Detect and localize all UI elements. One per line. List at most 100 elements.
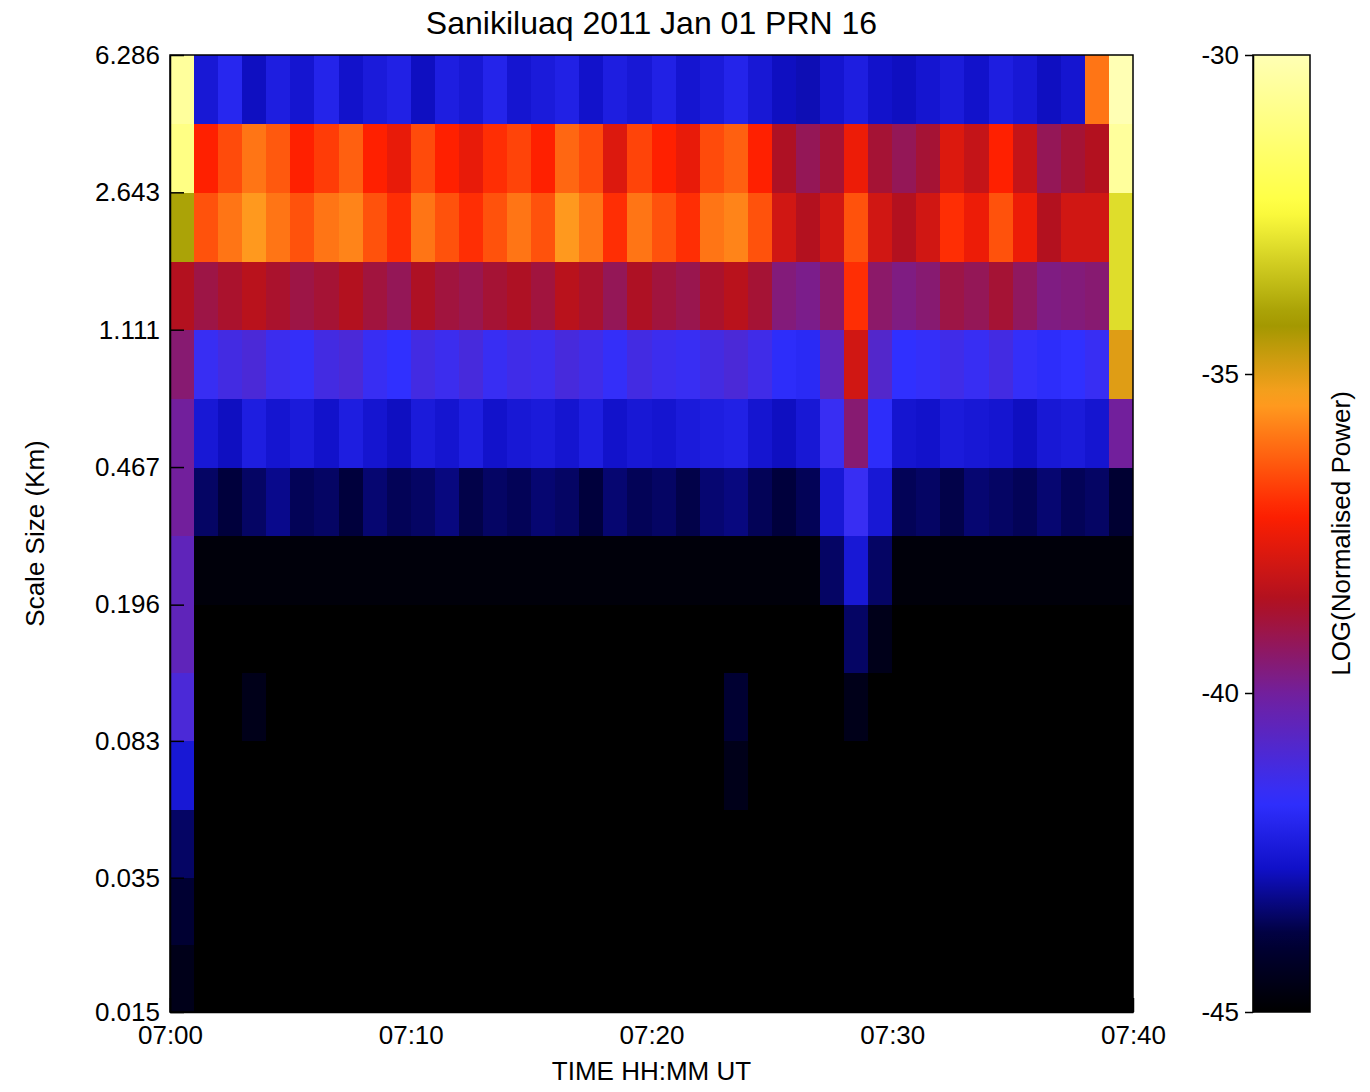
cell: [603, 672, 628, 741]
tick: 07:20: [619, 998, 684, 1050]
cell: [483, 124, 508, 193]
cell: [242, 467, 267, 536]
cell: [435, 261, 460, 330]
cell: [363, 124, 388, 193]
cell: [1085, 467, 1110, 536]
cell: [194, 398, 219, 467]
cell: [555, 398, 580, 467]
cell: [916, 672, 941, 741]
tick-mark: [170, 467, 184, 469]
cell: [290, 944, 315, 1012]
cell: [170, 536, 195, 606]
cell: [531, 809, 556, 878]
cell: [363, 536, 388, 606]
cell: [700, 536, 725, 606]
cell: [339, 467, 364, 536]
cell: [796, 741, 821, 810]
cell: [555, 741, 580, 810]
cell: [387, 878, 412, 945]
cell: [892, 192, 917, 261]
cell: [820, 330, 845, 399]
cell: [796, 261, 821, 330]
cell: [363, 741, 388, 810]
cell: [555, 878, 580, 945]
cell: [1061, 261, 1086, 330]
cell: [724, 878, 749, 945]
tick: -35: [1201, 359, 1253, 389]
cell: [507, 944, 532, 1012]
cell: [892, 330, 917, 399]
cell: [700, 741, 725, 810]
cell: [411, 192, 436, 261]
cell: [844, 536, 869, 606]
cell: [194, 467, 219, 536]
cell: [916, 261, 941, 330]
cell: [1061, 944, 1086, 1012]
cell: [459, 878, 484, 945]
cell: [796, 878, 821, 945]
cell: [868, 398, 893, 467]
cell: [507, 878, 532, 945]
cell: [290, 192, 315, 261]
cell: [772, 467, 797, 536]
cell: [892, 124, 917, 193]
cell: [314, 672, 339, 741]
cell: [820, 536, 845, 606]
cell: [652, 467, 677, 536]
tick-label: 0.196: [95, 589, 160, 619]
cell: [363, 809, 388, 878]
cell: [700, 809, 725, 878]
cell: [1037, 536, 1062, 606]
cell: [266, 55, 291, 124]
cell: [964, 124, 989, 193]
tick-mark: [170, 741, 184, 743]
cell: [579, 330, 604, 399]
cell: [916, 878, 941, 945]
cell: [748, 398, 773, 467]
cell: [964, 944, 989, 1012]
cell: [989, 330, 1014, 399]
cell: [1013, 261, 1038, 330]
cell: [748, 672, 773, 741]
colorbar-axis: -45-40-35-30: [1201, 40, 1253, 1027]
cell: [700, 55, 725, 124]
tick-label: -40: [1201, 678, 1239, 708]
cell: [868, 741, 893, 810]
cell: [1037, 330, 1062, 399]
cell: [724, 330, 749, 399]
cell: [170, 944, 195, 1012]
cell: [1085, 944, 1110, 1012]
cell: [1085, 605, 1110, 673]
cell: [387, 55, 412, 124]
cell: [868, 261, 893, 330]
cell: [531, 192, 556, 261]
tick-label: 0.467: [95, 452, 160, 482]
cell: [218, 467, 243, 536]
cell: [194, 878, 219, 945]
cell: [1085, 672, 1110, 741]
cell: [652, 192, 677, 261]
cell: [1109, 536, 1133, 606]
cell: [194, 741, 219, 810]
cell: [868, 330, 893, 399]
cell: [820, 124, 845, 193]
cell: [676, 741, 701, 810]
cell: [989, 192, 1014, 261]
cell: [940, 944, 965, 1012]
cell: [363, 878, 388, 945]
cell: [603, 124, 628, 193]
cell: [1109, 672, 1133, 741]
cell: [242, 605, 267, 673]
cell: [411, 878, 436, 945]
cell: [1109, 330, 1133, 399]
cell: [772, 741, 797, 810]
cell: [652, 55, 677, 124]
cell: [242, 330, 267, 399]
cell: [459, 55, 484, 124]
cell: [796, 398, 821, 467]
cell: [339, 192, 364, 261]
cell: [1061, 467, 1086, 536]
title: Sanikiluaq 2011 Jan 01 PRN 16: [426, 5, 877, 41]
cell: [1013, 741, 1038, 810]
cell: [435, 192, 460, 261]
